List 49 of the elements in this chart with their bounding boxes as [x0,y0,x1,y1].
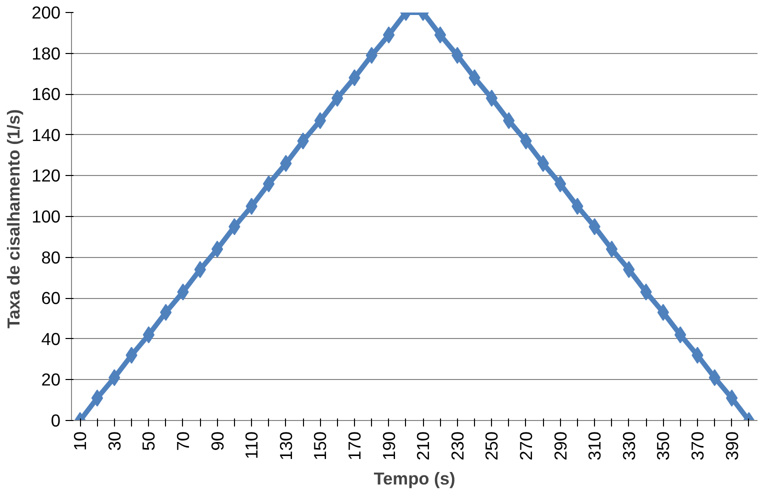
point [382,26,395,44]
y-tick-label: 100 [32,206,61,226]
y-tick-label: 40 [41,328,61,349]
x-tick-label: 250 [482,431,502,460]
y-tick-label: 160 [32,84,61,104]
point [211,240,224,258]
point [160,304,172,321]
point [606,240,618,258]
point [554,175,566,192]
point [434,26,446,44]
point [142,326,155,344]
x-tick-label: 230 [447,431,468,460]
y-tick-label: 180 [32,43,61,64]
x-tick-label: 130 [276,431,296,460]
x-tick-label: 150 [310,431,330,460]
x-tick-label: 310 [584,431,605,460]
point [331,90,344,107]
point [314,112,326,130]
x-tick-label: 290 [550,431,570,460]
y-tick-label: 200 [32,2,61,22]
x-tick-label: 50 [138,431,159,451]
x-tick-label: 10 [70,431,90,451]
x-tick-label: 70 [172,431,193,451]
x-tick-label: 350 [653,431,674,460]
point [726,390,738,407]
y-tick-label: 80 [41,247,61,268]
point [657,304,670,321]
x-tick-label: 90 [207,431,228,451]
point [502,112,515,130]
x-tick-label: 370 [687,431,708,460]
x-tick-label: 210 [413,431,434,460]
point [486,90,498,107]
x-axis-title: Tempo (s) [374,468,456,488]
x-tick-label: 390 [722,431,742,460]
y-tick-label: 120 [32,166,61,186]
point [674,326,686,344]
y-tick-label: 0 [50,410,61,430]
x-tick-label: 110 [242,431,262,460]
x-tick-label: 330 [618,431,639,460]
y-axis-title: Taxa de cisalhamento (1/s) [4,109,24,329]
point [262,175,275,192]
y-tick-label: 140 [32,124,61,145]
x-tick-label: 270 [516,431,536,460]
x-tick-label: 190 [378,431,399,460]
x-tick-label: 170 [344,431,364,460]
y-tick-label: 60 [41,288,61,308]
y-tick-label: 20 [41,370,61,390]
x-tick-label: 30 [104,431,124,451]
point [91,390,104,407]
